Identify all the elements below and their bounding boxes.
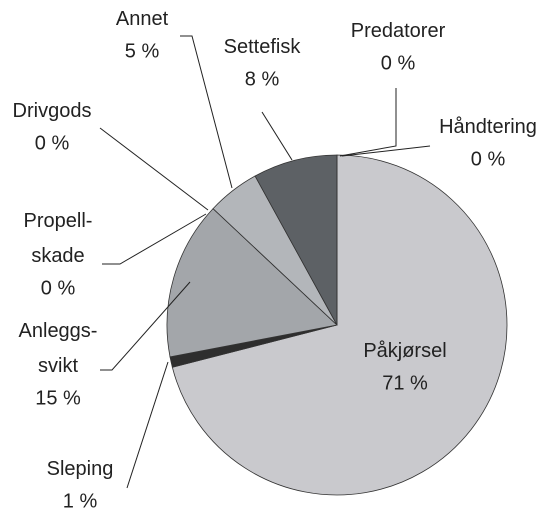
value-label: 1 %	[63, 490, 98, 511]
label-line: Drivgods	[13, 100, 92, 122]
pie-slice	[166, 208, 338, 358]
slice-label: Annet	[116, 8, 169, 30]
slice-label: Påkjørsel	[363, 340, 446, 362]
leader-line	[126, 361, 169, 489]
slice-label: Håndtering	[439, 116, 537, 138]
label-line: Anleggs-	[19, 320, 98, 342]
leader-line	[339, 88, 397, 157]
slice-label: Drivgods	[13, 100, 92, 122]
leader-line	[261, 111, 293, 161]
value-label: 15 %	[35, 387, 81, 409]
pie-slice	[171, 154, 508, 496]
leader-line	[100, 281, 191, 371]
slice-label: Anleggs-svikt	[19, 320, 98, 377]
leader-line	[180, 35, 233, 189]
label-line: Annet	[116, 8, 169, 30]
leader-line	[341, 145, 431, 157]
leader-line	[102, 213, 207, 265]
value-label: 5 %	[125, 40, 160, 62]
label-line: svikt	[38, 355, 78, 377]
label-line: skade	[31, 245, 84, 267]
value-label: 71 %	[382, 372, 428, 394]
label-line: Propell-	[24, 210, 93, 232]
slice-label: Propell-skade	[24, 210, 93, 267]
label-line: Sleping	[47, 458, 114, 480]
value-label: 0 %	[381, 52, 416, 74]
slice-label: Settefisk	[224, 36, 302, 58]
value-label: 0 %	[41, 277, 76, 299]
label-line: Settefisk	[224, 36, 302, 58]
value-label: 8 %	[245, 68, 280, 90]
value-label: 0 %	[471, 148, 506, 170]
slice-label: Predatorer	[351, 20, 446, 42]
label-line: Håndtering	[439, 116, 537, 138]
value-label: 0 %	[35, 132, 70, 154]
label-line: Predatorer	[351, 20, 446, 42]
leader-line	[99, 127, 209, 211]
slice-label: Sleping	[47, 458, 114, 480]
label-line: Påkjørsel	[363, 340, 446, 362]
